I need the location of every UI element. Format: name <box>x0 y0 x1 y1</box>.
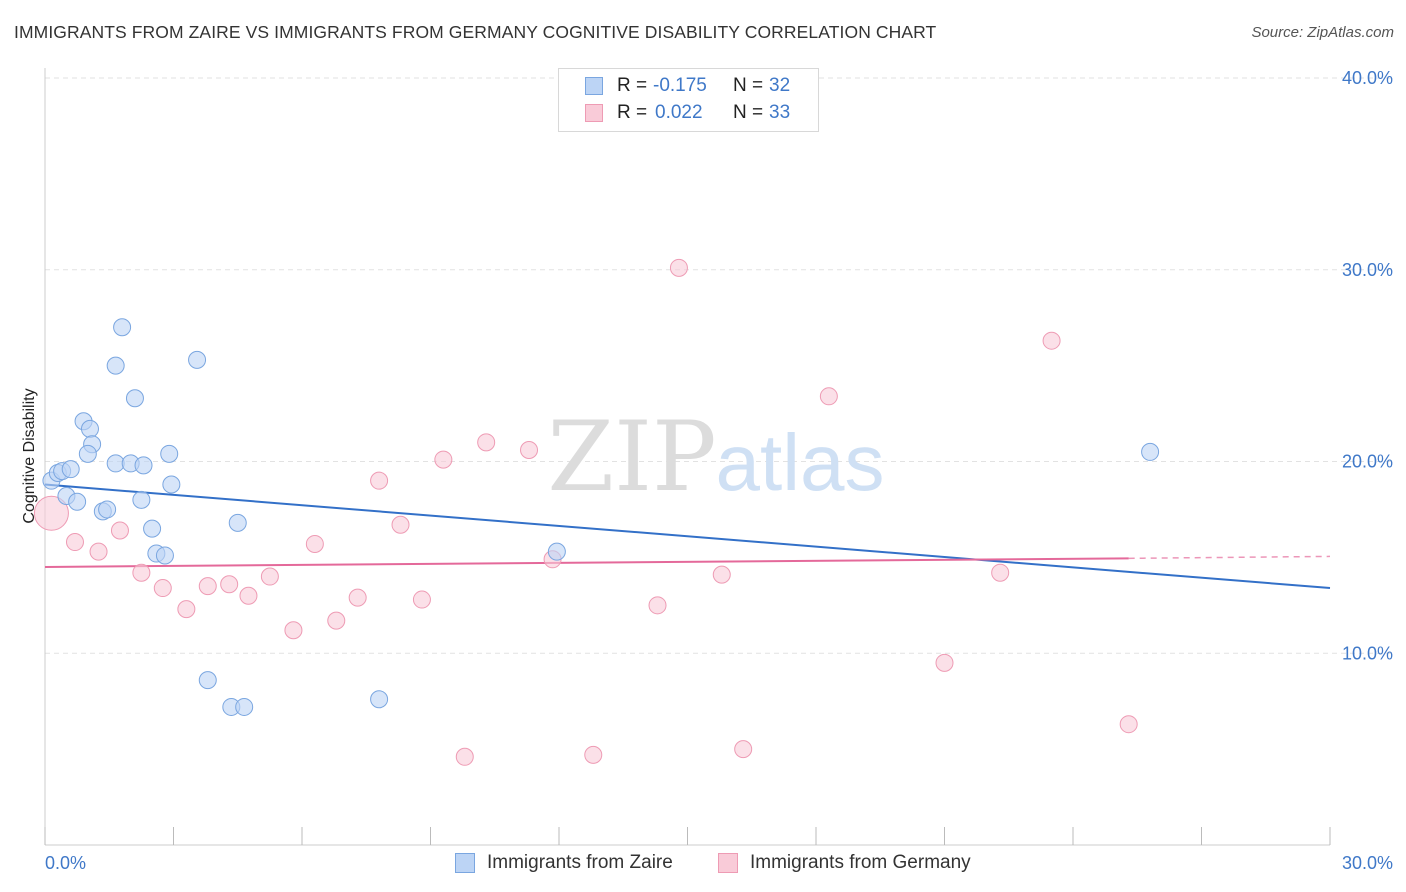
y-tick-label: 30.0% <box>1342 260 1393 280</box>
legend-n-label: N = <box>733 102 764 123</box>
y-axis-label: Cognitive Disability <box>21 388 38 523</box>
zaire-point <box>78 444 97 463</box>
x-tick-label: 30.0% <box>1342 853 1393 873</box>
legend-r-label: R = <box>617 75 648 96</box>
legend: R = -0.175 N = 32 R = 0.022 N = 33 <box>558 68 819 132</box>
watermark-zip: ZIP <box>547 401 716 513</box>
watermark-atlas: atlas <box>716 418 885 507</box>
germany-point <box>1042 331 1061 350</box>
germany-point <box>132 563 151 582</box>
zaire-point <box>198 671 217 690</box>
germany-trend-line <box>44 557 1129 568</box>
legend-r-value-zaire: -0.175 <box>653 75 707 96</box>
zaire-point <box>155 546 174 565</box>
zaire-point <box>98 500 117 519</box>
germany-point <box>260 567 279 586</box>
germany-point <box>89 542 108 561</box>
germany-point <box>991 563 1010 582</box>
germany-point <box>33 495 69 531</box>
bottom-legend-swatch-zaire <box>455 853 475 873</box>
zaire-point <box>143 519 162 538</box>
germany-point <box>284 621 303 640</box>
zaire-point <box>228 513 247 532</box>
zaire-point <box>80 419 99 438</box>
germany-point <box>348 588 367 607</box>
legend-n-value-zaire: 32 <box>769 75 791 96</box>
zaire-point <box>160 444 179 463</box>
chart-title: IMMIGRANTS FROM ZAIRE VS IMMIGRANTS FROM… <box>14 22 937 42</box>
germany-point <box>648 596 667 615</box>
zaire-point <box>370 690 389 709</box>
zaire-point <box>1141 442 1160 461</box>
x-tick-label: 0.0% <box>45 853 86 873</box>
zaire-point <box>68 492 87 511</box>
germany-point <box>177 600 196 619</box>
zaire-point <box>162 475 181 494</box>
germany-point <box>110 521 129 540</box>
zaire-point <box>106 454 125 473</box>
zaire-point <box>132 490 151 509</box>
zaire-point <box>134 456 153 475</box>
germany-point <box>584 745 603 764</box>
germany-trend-extension <box>1128 555 1331 560</box>
legend-n-label: N = <box>733 75 764 96</box>
y-tick-label: 20.0% <box>1342 452 1393 472</box>
germany-point <box>370 471 389 490</box>
germany-point <box>153 579 172 598</box>
germany-point <box>305 534 324 553</box>
source-label: Source: ZipAtlas.com <box>1251 24 1394 41</box>
germany-point <box>198 577 217 596</box>
germany-point <box>327 611 346 630</box>
y-tick-label: 40.0% <box>1342 68 1393 88</box>
zaire-point <box>106 356 125 375</box>
germany-point <box>412 590 431 609</box>
germany-point <box>220 575 239 594</box>
legend-r-label: R = <box>617 102 648 123</box>
trend-lines <box>44 483 1331 590</box>
germany-point <box>239 586 258 605</box>
y-tick-labels: 10.0% 20.0% 30.0% 40.0% <box>1342 68 1393 663</box>
germany-point <box>1119 715 1138 734</box>
zaire-point <box>188 350 207 369</box>
legend-swatch-zaire <box>585 77 603 95</box>
zaire-point <box>61 460 80 479</box>
data-points <box>33 258 1160 766</box>
grid-lines <box>45 77 1395 654</box>
zaire-point <box>125 389 144 408</box>
zaire-point <box>113 318 132 337</box>
y-tick-label: 10.0% <box>1342 643 1393 663</box>
germany-point <box>477 433 496 452</box>
zaire-point <box>235 697 254 716</box>
legend-swatch-germany <box>585 104 603 122</box>
bottom-legend-label-zaire: Immigrants from Zaire <box>487 852 673 873</box>
legend-r-value-germany: 0.022 <box>655 102 703 123</box>
germany-point <box>391 515 410 534</box>
germany-point <box>819 387 838 406</box>
bottom-legend-label-germany: Immigrants from Germany <box>750 852 971 873</box>
germany-point <box>455 747 474 766</box>
x-tick-labels: 0.0% 30.0% <box>45 853 1393 873</box>
germany-point <box>935 653 954 672</box>
bottom-legend-swatch-germany <box>718 853 738 873</box>
germany-point <box>734 740 753 759</box>
germany-point <box>434 450 453 469</box>
germany-point <box>669 258 688 277</box>
zaire-point <box>547 542 566 561</box>
germany-point <box>520 440 539 459</box>
germany-point <box>65 533 84 552</box>
germany-point <box>712 565 731 584</box>
watermark: ZIP atlas <box>547 401 884 513</box>
legend-n-value-germany: 33 <box>769 102 791 123</box>
zaire-trend-line <box>44 483 1331 590</box>
axes <box>44 68 1331 846</box>
